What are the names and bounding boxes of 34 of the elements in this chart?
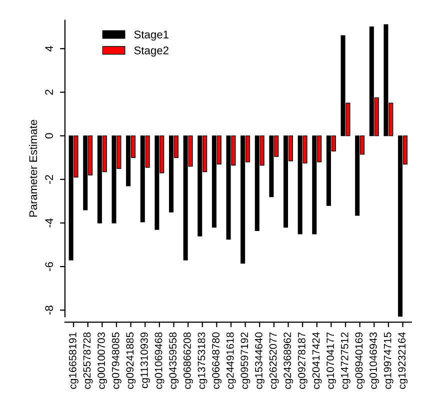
- y-tick-label: -2: [45, 175, 53, 184]
- x-tick-label: cg15344640: [255, 332, 264, 389]
- y-tick-label: -8: [45, 306, 54, 315]
- y-tick-label: -4: [45, 218, 53, 228]
- x-tick-label: cg06866208: [183, 332, 193, 389]
- legend-label: Stage2: [134, 46, 168, 57]
- x-tick-label: cg00100703: [98, 332, 108, 389]
- legend-label: Stage1: [134, 30, 168, 41]
- x-tick-label: cg20417424: [312, 332, 322, 389]
- x-tick-label: cg10704177: [326, 332, 336, 389]
- x-tick-label: cg24491618: [226, 332, 236, 389]
- x-tick-label: cg06648780: [212, 332, 222, 389]
- x-tick-label: cg19974715: [384, 332, 394, 389]
- x-tick-label: cg01069468: [154, 332, 164, 389]
- y-tick-label: -6: [45, 262, 54, 272]
- x-tick-label: cg24368962: [284, 332, 294, 389]
- x-tick-label: cg09241885: [126, 332, 136, 389]
- x-tick-label: cg19232164: [398, 332, 408, 389]
- x-tick-label: cg08940169: [355, 332, 365, 389]
- y-axis-title: Parameter Estimate: [28, 120, 38, 217]
- x-tick-label: cg01046943: [370, 332, 379, 389]
- x-tick-label: cg09278187: [298, 332, 308, 389]
- y-tick-label: 2: [45, 90, 53, 95]
- y-tick-label: 4: [45, 46, 53, 52]
- x-tick-label: cg16658191: [68, 332, 78, 389]
- x-tick-label: cg13753183: [198, 332, 208, 389]
- x-tick-label: cg26252077: [269, 332, 279, 389]
- x-tick-label: cg04359558: [169, 332, 179, 389]
- y-tick-label: 0: [45, 133, 54, 138]
- x-tick-label: cg14727512: [340, 332, 350, 389]
- x-tick-label: cg25578728: [83, 332, 93, 389]
- x-tick-label: cg07948085: [112, 332, 122, 389]
- x-tick-label: cg09597192: [240, 332, 250, 389]
- x-tick-label: cg11310939: [140, 332, 150, 388]
